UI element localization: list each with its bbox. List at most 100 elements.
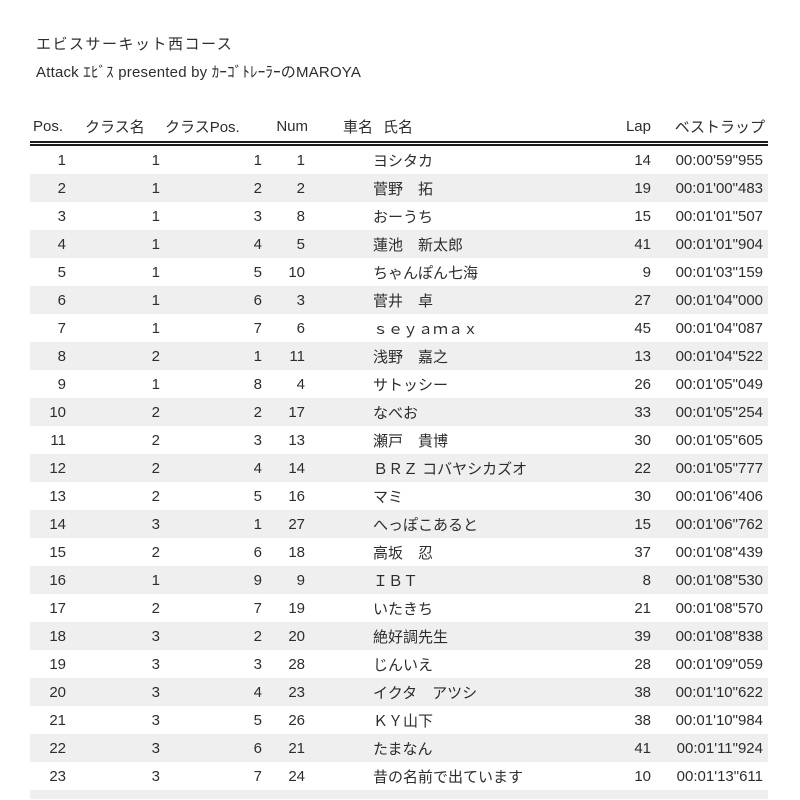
cell-driver-name: ヨシタカ (373, 152, 434, 170)
cell-lap: 33 (634, 403, 651, 421)
cell-class-pos: 7 (253, 599, 262, 617)
cell-class-name: 2 (151, 459, 160, 477)
cell-best-lap: 00:01'05"049 (675, 375, 763, 393)
cell-best-lap: 00:01'04"000 (675, 291, 763, 309)
cell-pos: 8 (57, 347, 66, 365)
cell-pos: 6 (57, 291, 66, 309)
cell-class-name: 2 (151, 431, 160, 449)
cell-driver-name: ＫＹ山下 (373, 712, 434, 730)
cell-driver-name: 浅野 嘉之 (373, 348, 449, 366)
cell-pos: 11 (50, 431, 66, 449)
cell-class-pos: 3 (253, 431, 262, 449)
cell-class-name: 3 (151, 655, 160, 673)
cell-pos: 10 (49, 403, 66, 421)
cell-lap: 30 (634, 487, 651, 505)
cell-class-pos: 9 (253, 571, 262, 589)
cell-lap: 15 (634, 515, 651, 533)
cell-lap: 9 (642, 263, 651, 281)
cell-driver-name: へっぽこあると (373, 516, 479, 534)
table-row: 22 3 6 21 たまなん 41 00:01'11"924 (30, 734, 768, 762)
cell-num: 5 (296, 235, 305, 253)
cell-class-name: 3 (151, 515, 160, 533)
cell-num: 10 (288, 263, 305, 281)
cell-lap: 45 (634, 319, 651, 337)
cell-num: 6 (296, 319, 305, 337)
cell-num: 1 (296, 151, 305, 169)
table-row: 1 1 1 1 ヨシタカ 14 00:00'59"955 (30, 146, 768, 174)
cell-num: 3 (296, 291, 305, 309)
table-body: 1 1 1 1 ヨシタカ 14 00:00'59"955 2 1 2 2 菅野 拓 19 00:01'00… (30, 146, 768, 799)
cell-driver-name: マミ (373, 488, 404, 506)
cell-driver-name: いたきち (373, 600, 434, 618)
cell-lap: 8 (642, 571, 651, 589)
cell-best-lap: 00:01'05"605 (675, 431, 763, 449)
cell-best-lap: 00:01'01"904 (675, 235, 763, 253)
cell-pos: 21 (49, 711, 66, 729)
cell-class-pos: 5 (253, 711, 262, 729)
col-lap: Lap (625, 118, 651, 135)
cell-num: 24 (288, 767, 305, 785)
cell-lap: 21 (634, 599, 651, 617)
col-class-name: クラス名 (85, 119, 145, 136)
cell-pos: 4 (57, 235, 66, 253)
cell-driver-name: おーうち (373, 208, 434, 226)
cell-class-name: 3 (151, 739, 160, 757)
cell-class-name: 1 (151, 151, 160, 169)
cell-best-lap: 00:01'05"254 (675, 403, 763, 421)
cell-class-pos: 1 (253, 515, 262, 533)
cell-driver-name: じんいえ (373, 656, 434, 674)
cell-class-name: 2 (151, 543, 160, 561)
cell-best-lap: 00:00'59"955 (675, 151, 763, 169)
cell-num: 19 (288, 599, 305, 617)
table-row: 9 1 8 4 サトッシー 26 00:01'05"049 (30, 370, 768, 398)
cell-pos: 7 (57, 319, 66, 337)
cell-num: 27 (288, 515, 305, 533)
table-header-row: Pos. クラス名 クラスPos. Num 車名 氏名 Lap ベストラップ (30, 112, 768, 146)
cell-driver-name: 瀬戸 貴博 (373, 432, 449, 450)
cell-num: 23 (288, 683, 305, 701)
cell-class-name: 3 (151, 767, 160, 785)
cell-pos: 2 (57, 179, 66, 197)
table-row-partial (30, 790, 768, 799)
table-row: 23 3 7 24 昔の名前で出ています 10 00:01'13"611 (30, 762, 768, 790)
table-row: 16 1 9 9 ＩＢＴ 8 00:01'08"530 (30, 566, 768, 594)
cell-num: 2 (296, 179, 305, 197)
table-row: 5 1 5 10 ちゃんぽん七海 9 00:01'03"159 (30, 258, 768, 286)
cell-class-name: 1 (151, 319, 160, 337)
page-title: エビスサーキット西コース (36, 36, 234, 53)
cell-class-name: 2 (151, 403, 160, 421)
cell-best-lap: 00:01'05"777 (675, 459, 763, 477)
cell-lap: 19 (634, 179, 651, 197)
cell-best-lap: 00:01'06"406 (675, 487, 763, 505)
cell-best-lap: 00:01'13"611 (676, 767, 763, 785)
cell-num: 9 (296, 571, 305, 589)
cell-class-name: 3 (151, 683, 160, 701)
cell-lap: 41 (634, 235, 651, 253)
cell-best-lap: 00:01'06"762 (675, 515, 763, 533)
col-best-lap: ベストラップ (674, 119, 765, 136)
cell-lap: 15 (634, 207, 651, 225)
cell-pos: 5 (57, 263, 66, 281)
cell-pos: 13 (49, 487, 66, 505)
cell-class-pos: 2 (253, 179, 262, 197)
cell-lap: 38 (634, 683, 651, 701)
cell-driver-name: 絶好調先生 (373, 628, 449, 646)
cell-class-name: 2 (151, 599, 160, 617)
table-row: 4 1 4 5 蓮池 新太郎 41 00:01'01"904 (30, 230, 768, 258)
cell-lap: 22 (634, 459, 651, 477)
cell-best-lap: 00:01'04"087 (675, 319, 763, 337)
cell-best-lap: 00:01'10"622 (675, 683, 763, 701)
cell-lap: 10 (634, 767, 651, 785)
cell-lap: 14 (634, 151, 651, 169)
col-driver-name: 氏名 (383, 119, 414, 136)
table-row: 13 2 5 16 マミ 30 00:01'06"406 (30, 482, 768, 510)
cell-class-pos: 6 (253, 739, 262, 757)
cell-pos: 18 (49, 627, 66, 645)
cell-driver-name: なべお (373, 404, 419, 422)
cell-class-pos: 1 (253, 151, 262, 169)
cell-lap: 41 (634, 739, 651, 757)
cell-driver-name: 高坂 忍 (373, 544, 434, 562)
cell-lap: 30 (634, 431, 651, 449)
cell-pos: 9 (57, 375, 66, 393)
